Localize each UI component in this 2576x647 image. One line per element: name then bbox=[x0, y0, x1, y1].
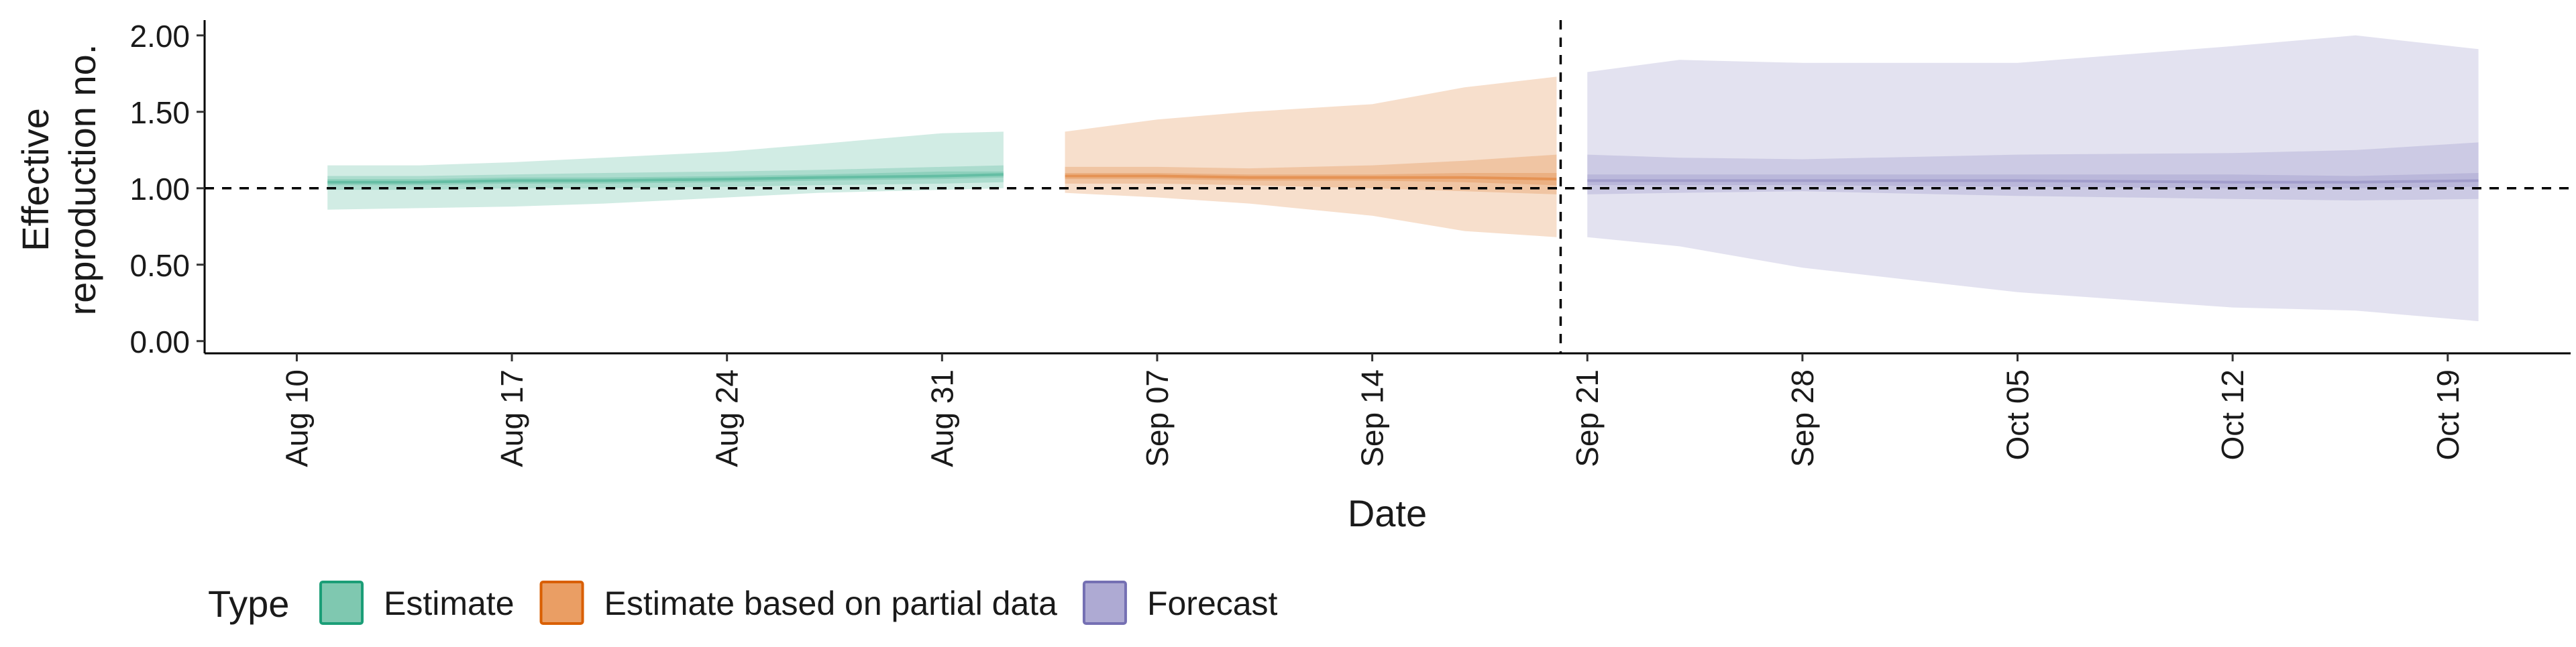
x-tick-label: Sep 28 bbox=[1785, 369, 1820, 467]
legend-label: Estimate bbox=[384, 585, 515, 622]
x-tick-label: Aug 24 bbox=[710, 369, 745, 467]
x-tick-label: Aug 17 bbox=[494, 369, 529, 467]
x-axis-ticks: Aug 10 Aug 17 Aug 24 Aug 31 Sep 07 Sep 14 Sep … bbox=[279, 353, 2465, 467]
forecast-median-line bbox=[1587, 179, 2479, 184]
estimate-based-on-partial-data-band-50 bbox=[1065, 154, 1557, 194]
estimate-median-line bbox=[327, 173, 1004, 184]
legend-swatch bbox=[539, 581, 584, 625]
legend-label: Forecast bbox=[1147, 585, 1278, 622]
x-tick-label: Sep 07 bbox=[1140, 369, 1175, 467]
y-tick-label: 1.00 bbox=[129, 172, 190, 207]
estimate-based-on-partial-data-band-90 bbox=[1065, 76, 1557, 237]
x-tick-label: Oct 05 bbox=[2000, 369, 2035, 461]
x-axis-title: Date bbox=[1348, 492, 1427, 534]
y-tick-label: 2.00 bbox=[129, 19, 190, 54]
forecast-band-90 bbox=[1587, 35, 2479, 322]
x-tick-label: Oct 19 bbox=[2430, 369, 2465, 461]
legend-items: Estimate Estimate based on partial data Fo… bbox=[319, 581, 1278, 625]
estimate-band-20 bbox=[327, 171, 1004, 186]
legend-swatch bbox=[319, 581, 364, 625]
x-tick-label: Sep 21 bbox=[1570, 369, 1605, 467]
x-tick-label: Aug 10 bbox=[279, 369, 314, 467]
y-axis-title-line-2: reproduction no. bbox=[61, 44, 103, 316]
y-tick-label: 0.50 bbox=[129, 248, 190, 283]
reference-lines bbox=[205, 20, 2571, 353]
y-tick-label: 1.50 bbox=[129, 95, 190, 130]
x-tick-label: Aug 31 bbox=[924, 369, 959, 467]
estimate-band-90 bbox=[327, 131, 1004, 210]
y-axis-ticks: 0.00 0.50 1.00 1.50 2.00 bbox=[129, 19, 205, 359]
legend-label: Estimate based on partial data bbox=[604, 585, 1058, 622]
estimate-based-on-partial-data-median-line bbox=[1065, 174, 1557, 181]
legend-swatch bbox=[1082, 581, 1127, 625]
forecast-band-20 bbox=[1587, 173, 2479, 188]
y-axis-title-line-1: Effective bbox=[14, 108, 56, 251]
estimate-based-on-partial-data-band-20 bbox=[1065, 173, 1557, 186]
axes bbox=[203, 20, 2571, 355]
uncertainty-bands bbox=[327, 35, 2479, 322]
forecast-band-50 bbox=[1587, 142, 2479, 200]
estimate-band-50 bbox=[327, 165, 1004, 190]
legend: Type Estimate Estimate based on partial d… bbox=[208, 581, 1278, 625]
x-tick-label: Oct 12 bbox=[2215, 369, 2250, 461]
legend-title: Type bbox=[208, 583, 289, 625]
x-tick-label: Sep 14 bbox=[1355, 369, 1390, 467]
y-tick-label: 0.00 bbox=[129, 325, 190, 359]
